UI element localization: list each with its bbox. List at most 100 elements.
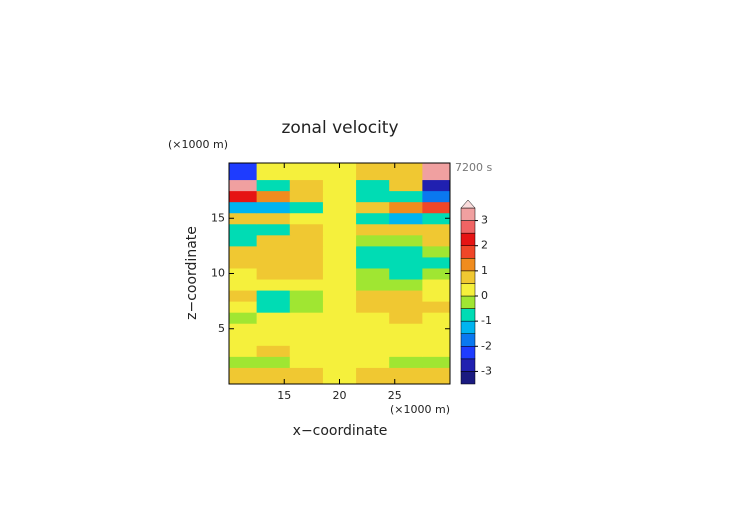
contour-cell: [356, 356, 390, 368]
contour-cell: [229, 279, 258, 291]
contour-cell: [422, 301, 451, 313]
contour-cell: [356, 345, 390, 357]
colorbar-box: [460, 245, 476, 259]
contour-cell: [356, 190, 390, 203]
contour-cell: [229, 223, 258, 236]
colorbar-tick-label: 2: [481, 239, 488, 252]
contour-cell: [389, 334, 423, 346]
contour-cell: [256, 234, 291, 247]
colorbar-box: [460, 270, 476, 284]
contour-cell: [356, 279, 390, 291]
contour-cell: [289, 234, 324, 247]
contour-cell: [289, 323, 324, 335]
colorbar-tick-label: -3: [481, 364, 492, 377]
contour-cell: [422, 290, 451, 302]
contour-cell: [389, 290, 423, 302]
contour-cell: [422, 179, 451, 192]
colorbar-box: [460, 320, 476, 334]
contour-cell: [229, 256, 258, 269]
contour-cell: [229, 201, 258, 214]
contour-cell: [256, 301, 291, 313]
contour-cell: [289, 279, 324, 291]
contour-cell: [229, 323, 258, 335]
y-unit: (×1000 m): [168, 138, 228, 151]
contour-cell: [289, 163, 324, 181]
contour-cell: [422, 223, 451, 236]
contour-cell: [356, 163, 390, 181]
colorbar-box: [460, 220, 476, 234]
contour-cell: [322, 212, 357, 225]
contour-cell: [389, 267, 423, 280]
contour-cell: [229, 267, 258, 280]
contour-cell: [389, 279, 423, 291]
colorbar-tick-label: 1: [481, 264, 488, 277]
contour-cell: [256, 190, 291, 203]
contour-cell: [356, 245, 390, 258]
contour-cell: [256, 312, 291, 324]
colorbar-box: [460, 295, 476, 309]
contour-cell: [422, 367, 451, 385]
contour-cell: [356, 201, 390, 214]
contour-cell: [256, 201, 291, 214]
contour-cell: [289, 190, 324, 203]
contour-cell: [322, 301, 357, 313]
contour-cell: [422, 163, 451, 181]
colorbar-box: [460, 358, 476, 372]
contour-cell: [422, 267, 451, 280]
contour-cell: [389, 301, 423, 313]
contour-cell: [356, 323, 390, 335]
contour-cell: [256, 267, 291, 280]
contour-cell: [389, 356, 423, 368]
contour-cell: [289, 290, 324, 302]
contour-cell: [389, 212, 423, 225]
colorbar-box: [460, 207, 476, 221]
contour-cell: [322, 367, 357, 385]
contour-cell: [256, 345, 291, 357]
contour-cell: [389, 163, 423, 181]
contour-cell: [256, 256, 291, 269]
contour-cell: [422, 256, 451, 269]
contour-cell: [389, 256, 423, 269]
x-unit: (×1000 m): [390, 403, 450, 416]
contour-cell: [229, 245, 258, 258]
contour-cell: [289, 212, 324, 225]
contour-cell: [322, 179, 357, 192]
contour-cell: [389, 234, 423, 247]
contour-cell: [322, 290, 357, 302]
contour-cell: [229, 334, 258, 346]
contour-cell: [322, 345, 357, 357]
contour-cell: [289, 179, 324, 192]
contour-cell: [422, 201, 451, 214]
contour-cell: [256, 212, 291, 225]
contour-cell: [256, 245, 291, 258]
y-tick-label: 10: [211, 267, 225, 280]
contour-cell: [356, 301, 390, 313]
contour-cell: [289, 223, 324, 236]
contour-cell: [289, 201, 324, 214]
contour-cell: [389, 179, 423, 192]
contour-cell: [389, 323, 423, 335]
contour-cell: [322, 279, 357, 291]
colorbar-box: [460, 232, 476, 246]
contour-cell: [289, 256, 324, 269]
contour-cell: [322, 163, 357, 181]
contour-cell: [322, 234, 357, 247]
contour-cell: [229, 212, 258, 225]
contour-cell: [256, 356, 291, 368]
colorbar-box: [460, 308, 476, 322]
contour-cell: [229, 163, 258, 181]
contour-cell: [422, 279, 451, 291]
contour-cell: [322, 312, 357, 324]
contour-cell: [289, 245, 324, 258]
contour-cell: [389, 245, 423, 258]
colorbar-box: [460, 333, 476, 347]
contour-cell: [322, 267, 357, 280]
colorbar-box: [460, 283, 476, 297]
x-tick-label: 20: [333, 389, 347, 402]
contour-cell: [256, 163, 291, 181]
colorbar-box: [460, 258, 476, 272]
contour-cell: [289, 356, 324, 368]
contour-cell: [322, 323, 357, 335]
contour-cell: [389, 201, 423, 214]
